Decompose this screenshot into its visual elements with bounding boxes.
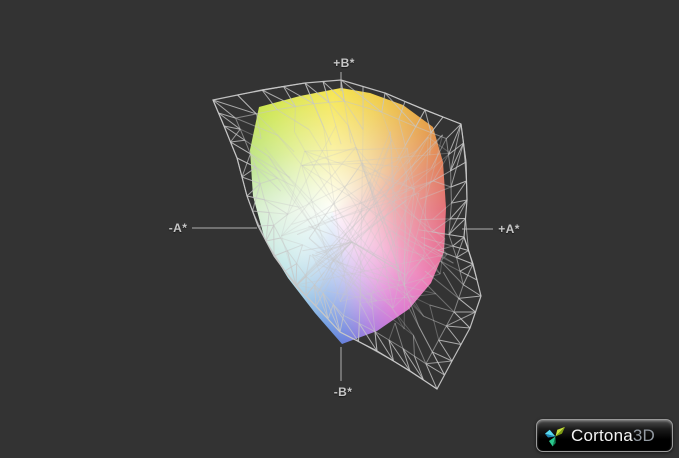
axis-label-minus-a: -A* [168,221,188,235]
logo-wordmark: Cortona 3D [571,427,655,444]
axis-label-plus-b: +B* [333,56,355,70]
axis-label-minus-b: -B* [333,385,353,399]
cortona3d-logo[interactable]: Cortona 3D [536,419,673,452]
logo-text-cortona: Cortona [571,426,633,445]
axis-label-plus-a: +A* [498,222,520,236]
logo-text-3d: 3D [632,426,656,445]
pinwheel-star-icon [544,426,566,447]
